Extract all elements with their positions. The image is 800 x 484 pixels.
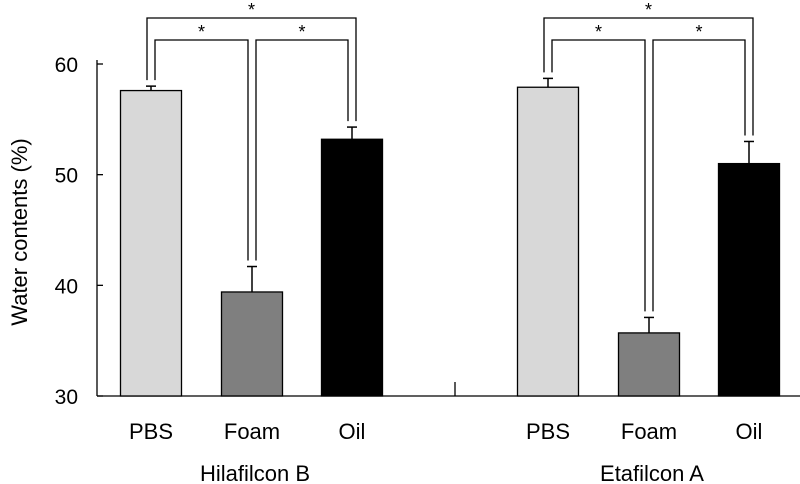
bar-etafilcon-a-foam (619, 333, 680, 396)
category-label-etafilcon-a-foam: Foam (621, 419, 677, 444)
y-tick-label-50: 50 (55, 165, 78, 188)
y-tick-label-40: 40 (55, 275, 78, 298)
significance-star-1-0: * (595, 22, 602, 42)
bar-etafilcon-a-oil (719, 164, 780, 396)
y-tick-label-60: 60 (55, 54, 78, 77)
category-label-hilafilcon-b-pbs: PBS (129, 419, 173, 444)
bar-etafilcon-a-pbs (518, 87, 579, 396)
significance-star-1-1: * (695, 22, 702, 42)
y-axis-label: Water contents (%) (7, 138, 32, 325)
bar-hilafilcon-b-foam (222, 292, 283, 396)
category-label-etafilcon-a-oil: Oil (736, 419, 763, 444)
bar-hilafilcon-b-pbs (121, 91, 182, 396)
y-tick-label-30: 30 (55, 386, 78, 409)
significance-brackets: * * * * * * (147, 0, 753, 311)
group-label-hilafilcon-b: Hilafilcon B (200, 461, 310, 484)
significance-star-0-1: * (298, 22, 305, 42)
significance-star-0-2: * (248, 0, 255, 20)
bars: PBS Foam Oil Hilafilcon B PBS Foam Oil Etafilco… (121, 78, 780, 484)
significance-star-0-0: * (198, 22, 205, 42)
category-label-hilafilcon-b-oil: Oil (339, 419, 366, 444)
category-label-etafilcon-a-pbs: PBS (526, 419, 570, 444)
water-content-bar-chart: 30 40 50 60 PBS Foam Oil Hilafilcon B PBS Foam Oi… (0, 0, 800, 484)
group-label-etafilcon-a: Etafilcon A (600, 461, 704, 484)
bar-hilafilcon-b-oil (322, 139, 383, 396)
significance-star-1-2: * (645, 0, 652, 20)
category-label-hilafilcon-b-foam: Foam (224, 419, 280, 444)
